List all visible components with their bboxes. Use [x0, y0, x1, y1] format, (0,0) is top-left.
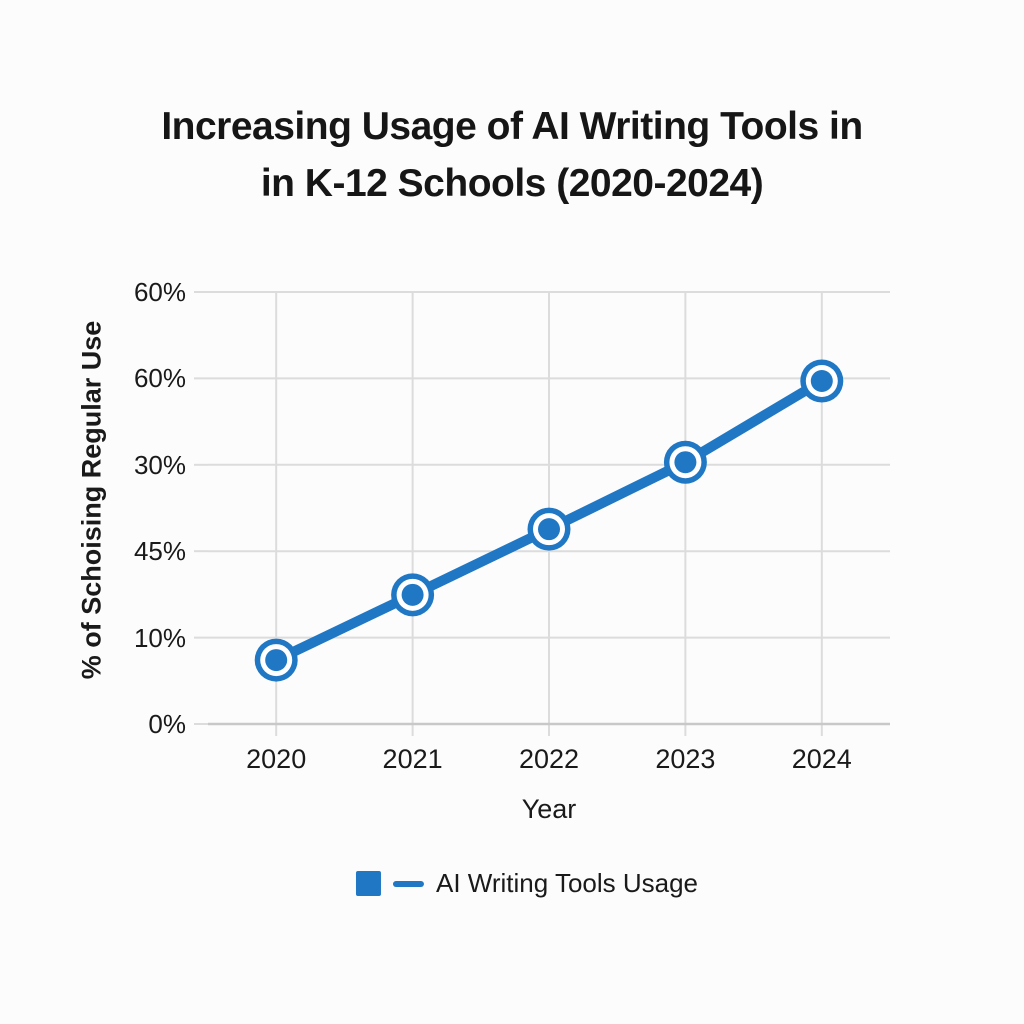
chart-title: Increasing Usage of AI Writing Tools in … [0, 98, 1024, 212]
data-point-core [810, 369, 833, 392]
data-point-core [265, 649, 288, 672]
y-tick-label: 0% [148, 709, 186, 739]
chart-title-line2: in K-12 Schools (2020-2024) [260, 162, 764, 205]
data-point-core [538, 518, 560, 541]
x-tick-label: 2023 [655, 744, 716, 774]
y-tick-label: 60% [133, 363, 186, 394]
x-tick-label: 2020 [246, 744, 307, 774]
x-tick-label: 2022 [518, 744, 580, 774]
x-tick-label: 2024 [791, 744, 852, 774]
data-point-core [401, 583, 424, 606]
legend: AI Writing Tools Usage [355, 868, 699, 899]
y-tick-label: 10% [133, 622, 186, 653]
x-tick-label: 2021 [382, 744, 443, 774]
data-point-core [674, 451, 697, 474]
chart-title-line1: Increasing Usage of AI Writing Tools in [161, 105, 863, 148]
x-axis-title: Year [521, 794, 577, 824]
y-tick-label: 30% [133, 449, 186, 480]
y-tick-label: 60% [133, 277, 186, 307]
legend-label: AI Writing Tools Usage [435, 868, 699, 898]
legend-swatch-square-icon [355, 871, 381, 896]
y-tick-label: 45% [133, 536, 186, 567]
legend-line-icon [392, 880, 424, 887]
